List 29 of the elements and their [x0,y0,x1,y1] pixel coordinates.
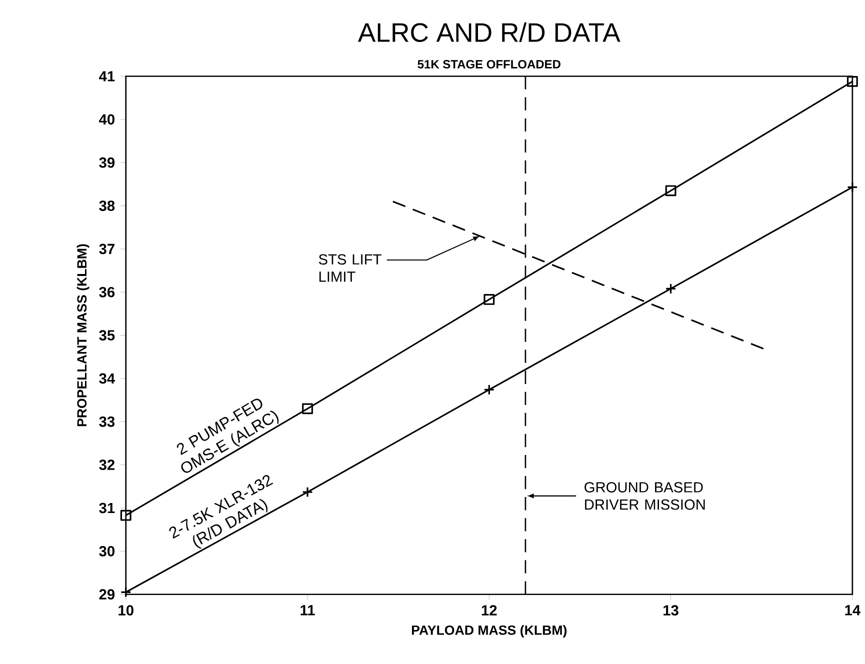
y-tick-label: 34 [99,373,115,384]
y-tick-label: 36 [99,286,115,298]
y-tick-label: 30 [99,546,114,556]
point [846,76,858,87]
point [120,510,132,521]
x-tick-label: 13 [664,605,678,616]
x-tick-label: 10 [118,605,134,616]
x-tick-label: 12 [482,605,497,616]
point [484,294,495,305]
x-tick-label: 14 [845,605,860,616]
y-tick-label: 41 [99,71,115,82]
y-tick-label: 37 [99,244,114,254]
point [302,403,313,414]
point [665,185,676,196]
y-tick-label: 38 [99,200,115,211]
y-tick-label: 39 [99,157,115,168]
y-tick-label: 33 [99,416,115,427]
chart-subtitle: 51K STAGE OFFLOADED [418,60,560,68]
y-tick-label: 40 [99,114,114,124]
x-axis-title: PAYLOAD MASS (KLBM) [412,624,567,638]
y-tick-label: 32 [99,460,114,470]
y-axis-title: PROPELLANT MASS (KLBM) [76,244,90,426]
annotation: STS LIFT LIMIT [318,254,382,282]
y-tick-label: 31 [99,502,115,514]
y-tick-label: 35 [99,330,115,340]
chart-title: ALRC AND R/D DATA [358,22,620,42]
y-tick-label: 29 [99,589,115,600]
x-tick-label: 11 [300,605,315,616]
ref-line-label: GROUND BASED DRIVER MISSION [584,482,705,510]
